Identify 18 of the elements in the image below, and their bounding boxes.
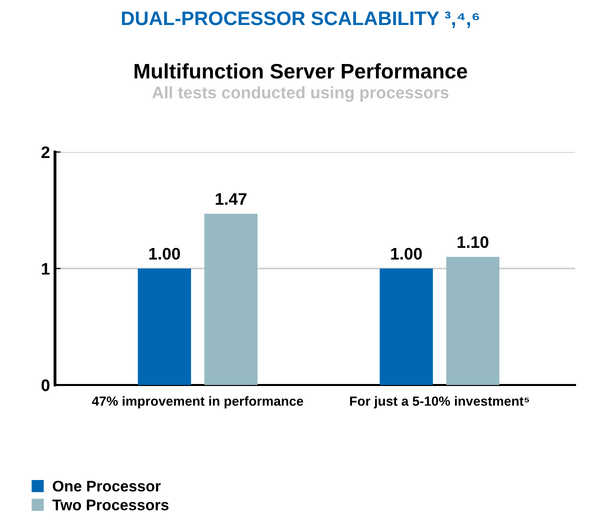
- x-tick-label: 47% improvement in performance: [92, 396, 304, 408]
- y-tick-label: 2: [41, 146, 50, 158]
- bar: [446, 256, 500, 385]
- legend-label: One Processor: [52, 480, 161, 492]
- data-label: 1.00: [149, 248, 180, 260]
- data-label: 1.10: [458, 236, 488, 248]
- y-tick-label: 0: [42, 379, 50, 392]
- bar: [204, 214, 258, 385]
- legend-label: Two Processors: [52, 500, 168, 510]
- text: All tests conducted using processors: [152, 86, 448, 102]
- bar: [138, 268, 192, 385]
- y-tick-label: 1: [42, 263, 50, 275]
- x-tick-label: For just a 5-10% investment⁵: [350, 396, 530, 408]
- chart-title: DUAL-PROCESSOR SCALABILITY ³,⁴,⁶: [122, 11, 480, 28]
- chart-subtitle: Multifunction Server Performance: [134, 63, 468, 79]
- data-label: 1.00: [391, 248, 422, 260]
- data-label: 1.47: [216, 193, 246, 205]
- bar: [380, 268, 433, 385]
